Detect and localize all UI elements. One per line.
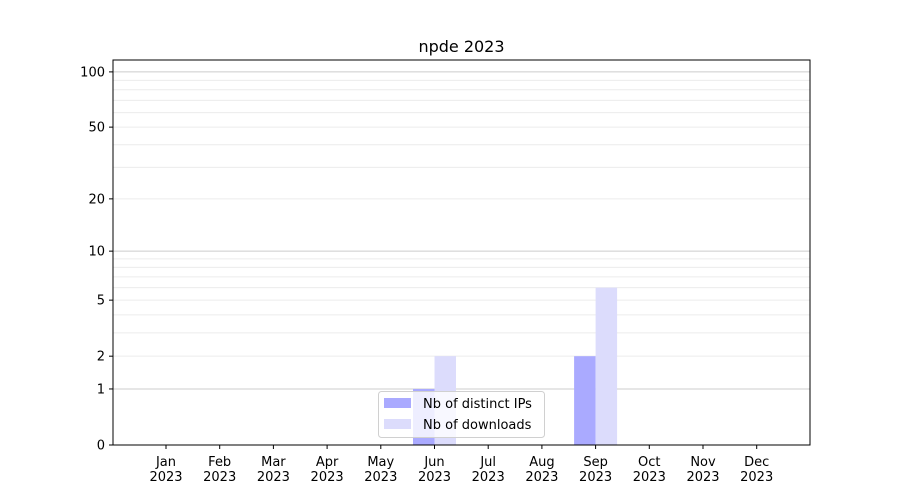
legend-swatch (384, 419, 411, 429)
x-tick-label: Jun 2023 (418, 455, 451, 485)
y-tick-label: 5 (97, 294, 105, 309)
plot-frame (112, 59, 811, 446)
bar-downloads (595, 287, 618, 445)
x-tick-label: Mar 2023 (257, 455, 290, 485)
y-tick-label: 0 (97, 439, 105, 454)
x-tick-label: Sep 2023 (579, 455, 612, 485)
x-tick-label: Feb 2023 (203, 455, 236, 485)
x-tick-label: Aug 2023 (525, 455, 558, 485)
legend-box (378, 391, 545, 438)
x-tick-label: May 2023 (364, 455, 397, 485)
y-tick-label: 2 (97, 350, 105, 365)
y-tick-label: 100 (80, 65, 105, 80)
x-tick-label: Oct 2023 (633, 455, 666, 485)
legend-label: Nb of distinct IPs (423, 397, 532, 412)
x-tick-label: Jan 2023 (149, 455, 182, 485)
x-tick-label: Nov 2023 (686, 455, 719, 485)
legend-label: Nb of downloads (423, 418, 532, 433)
y-tick-label: 1 (97, 382, 105, 397)
bar-ips (574, 356, 596, 445)
legend-swatch (384, 398, 411, 408)
chart-title: npde 2023 (418, 37, 504, 56)
legend: Nb of distinct IPs Nb of downloads (378, 391, 545, 438)
x-tick-label: Apr 2023 (311, 455, 344, 485)
y-tick-label: 10 (88, 245, 105, 260)
x-tick-label: Jul 2023 (472, 455, 505, 485)
x-tick-label: Dec 2023 (740, 455, 773, 485)
y-tick-label: 50 (88, 121, 105, 136)
y-tick-label: 20 (88, 192, 105, 207)
